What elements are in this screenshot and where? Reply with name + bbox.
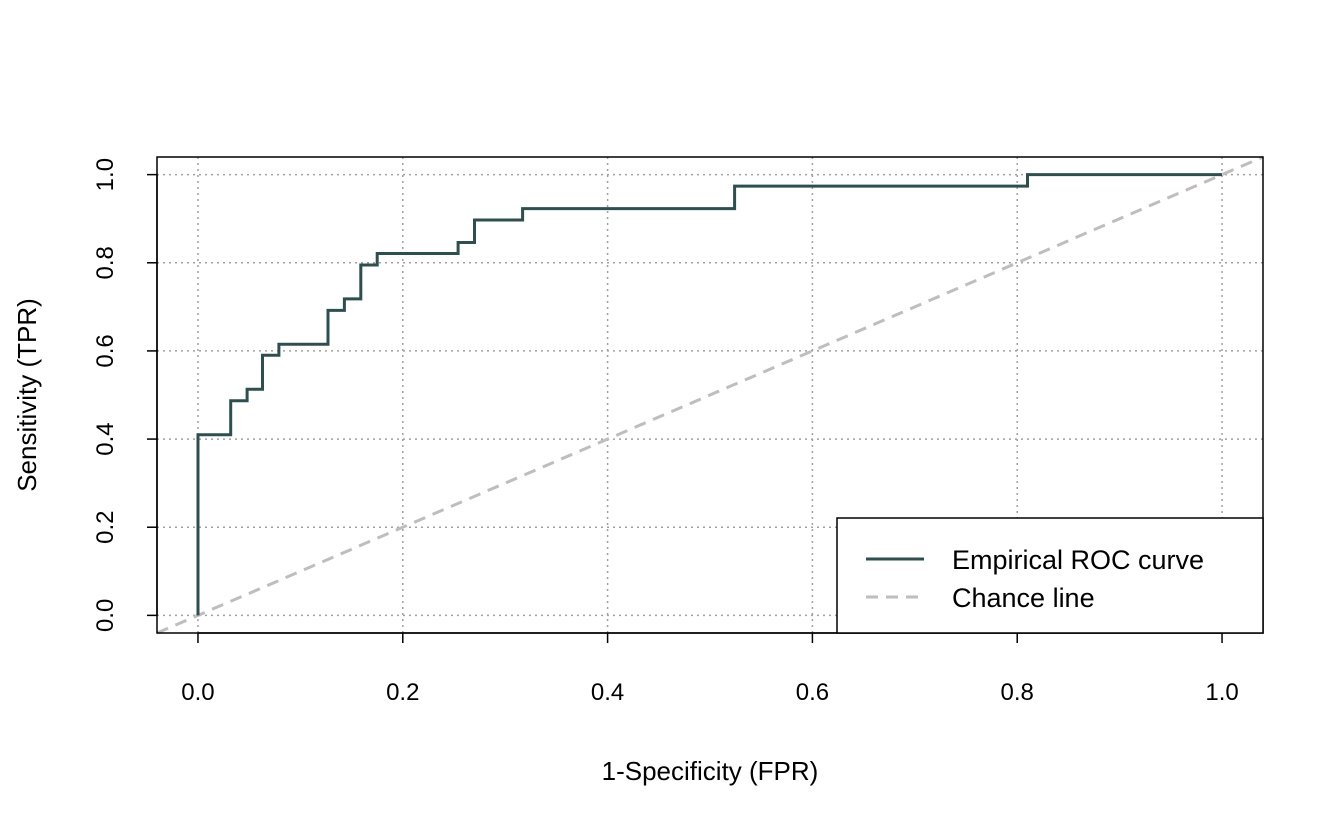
legend-box bbox=[836, 517, 1264, 634]
plot-series bbox=[156, 155, 1264, 635]
y-tick-label-4: 0.8 bbox=[92, 246, 119, 279]
y-tick-label-1: 0.2 bbox=[92, 511, 119, 544]
x-tick-label-2: 0.4 bbox=[591, 679, 624, 706]
y-tick-label-5: 1.0 bbox=[92, 158, 119, 191]
x-tick-label-1: 0.2 bbox=[386, 679, 419, 706]
x-tick-label-4: 0.8 bbox=[1001, 679, 1034, 706]
roc-curve-line bbox=[196, 173, 1222, 616]
y-axis-title: Sensitivity (TPR) bbox=[12, 298, 42, 492]
x-tick-label-3: 0.6 bbox=[796, 679, 829, 706]
chance-line bbox=[156, 155, 1264, 635]
legend-label-chance: Chance line bbox=[952, 583, 1095, 613]
y-tick-label-3: 0.6 bbox=[92, 334, 119, 367]
legend: Empirical ROC curve Chance line bbox=[836, 517, 1264, 634]
x-tick-label-0: 0.0 bbox=[181, 679, 214, 706]
legend-label-roc: Empirical ROC curve bbox=[952, 545, 1204, 575]
axes: 0.0 0.2 0.4 0.6 0.8 1.0 0.0 0.2 0.4 0.6 0.8 1.0 bbox=[92, 158, 1239, 706]
y-tick-label-2: 0.4 bbox=[92, 422, 119, 455]
x-axis-title: 1-Specificity (FPR) bbox=[602, 756, 819, 786]
x-tick-label-5: 1.0 bbox=[1205, 679, 1238, 706]
y-tick-label-0: 0.0 bbox=[92, 599, 119, 632]
